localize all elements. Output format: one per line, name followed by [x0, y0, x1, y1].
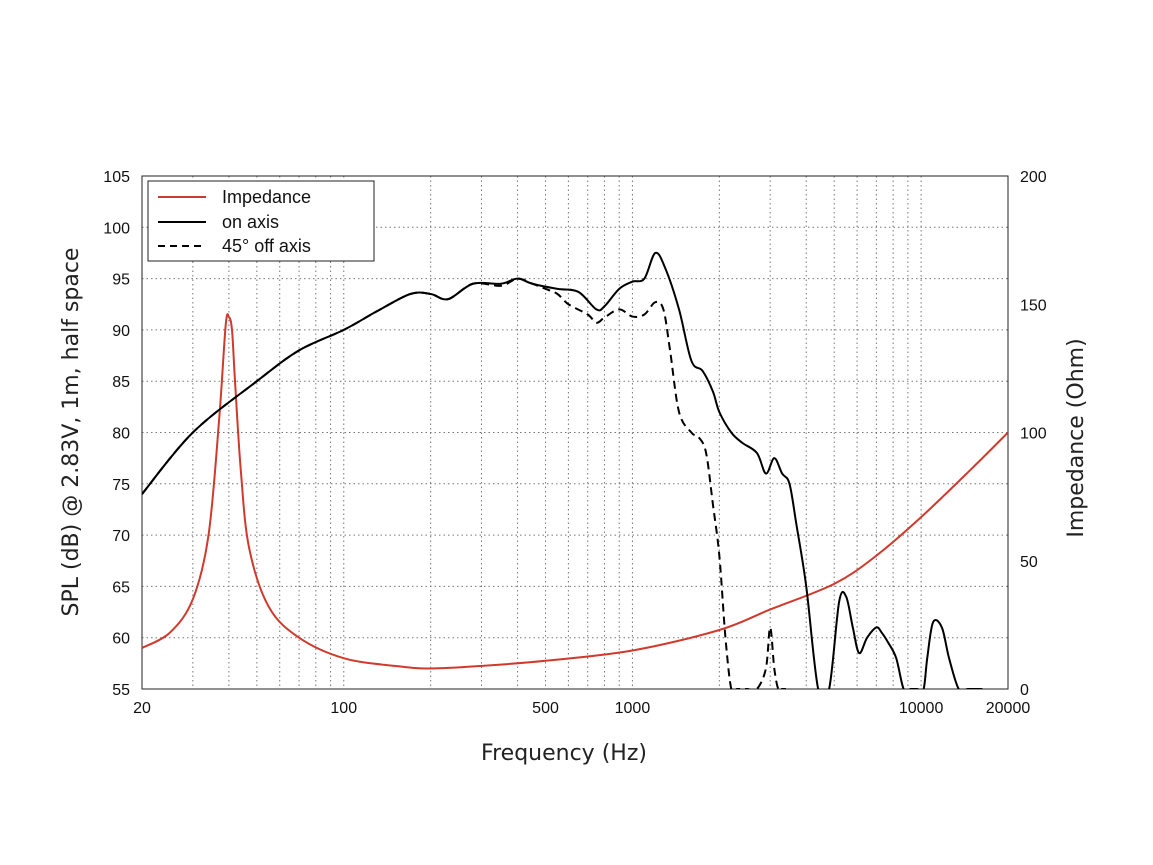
y-tick-label-spl: 95 — [112, 272, 130, 289]
legend-label-impedance: Impedance — [222, 187, 311, 207]
series-on-axis-line — [142, 251, 983, 689]
y-tick-label-impedance: 100 — [1020, 426, 1047, 443]
y-tick-label-spl: 100 — [103, 220, 130, 237]
series-layer — [142, 251, 1008, 689]
y-tick-label-spl: 55 — [112, 682, 130, 699]
x-axis-title: Frequency (Hz) — [481, 741, 647, 766]
y-tick-label-spl: 65 — [112, 579, 130, 596]
y-axis-title-impedance: Impedance (Ohm) — [1064, 338, 1089, 537]
y-tick-label-spl: 90 — [112, 323, 130, 340]
legend: Impedance on axis 45° off axis — [147, 180, 375, 262]
y-tick-label-impedance: 50 — [1020, 554, 1038, 571]
y-tick-label-impedance: 0 — [1020, 682, 1029, 699]
y-tick-label-impedance: 150 — [1020, 297, 1047, 314]
x-tick-label: 20 — [133, 700, 151, 717]
x-tick-label: 100 — [330, 700, 357, 717]
y-axis-title-spl: SPL (dB) @ 2.83V, 1m, half space — [59, 248, 84, 617]
x-tick-label: 20000 — [986, 700, 1031, 717]
y-tick-label-spl: 80 — [112, 426, 130, 443]
legend-label-on-axis: on axis — [222, 212, 279, 232]
series-impedance-line — [142, 313, 1008, 670]
x-tick-label: 10000 — [899, 700, 944, 717]
y-tick-label-impedance: 200 — [1020, 169, 1047, 186]
y-tick-label-spl: 105 — [103, 169, 130, 186]
series-45-off-axis-line — [142, 277, 786, 689]
y-tick-label-spl: 70 — [112, 528, 130, 545]
x-tick-label: 500 — [532, 700, 559, 717]
tick-labels: 20 100 500 1000 10000 20000556065707580859095… — [103, 169, 1047, 717]
x-tick-label: 1000 — [615, 700, 651, 717]
y-tick-label-spl: 75 — [112, 477, 130, 494]
y-tick-label-spl: 60 — [112, 631, 130, 648]
y-tick-label-spl: 85 — [112, 374, 130, 391]
legend-label-45-off-axis: 45° off axis — [222, 236, 311, 256]
